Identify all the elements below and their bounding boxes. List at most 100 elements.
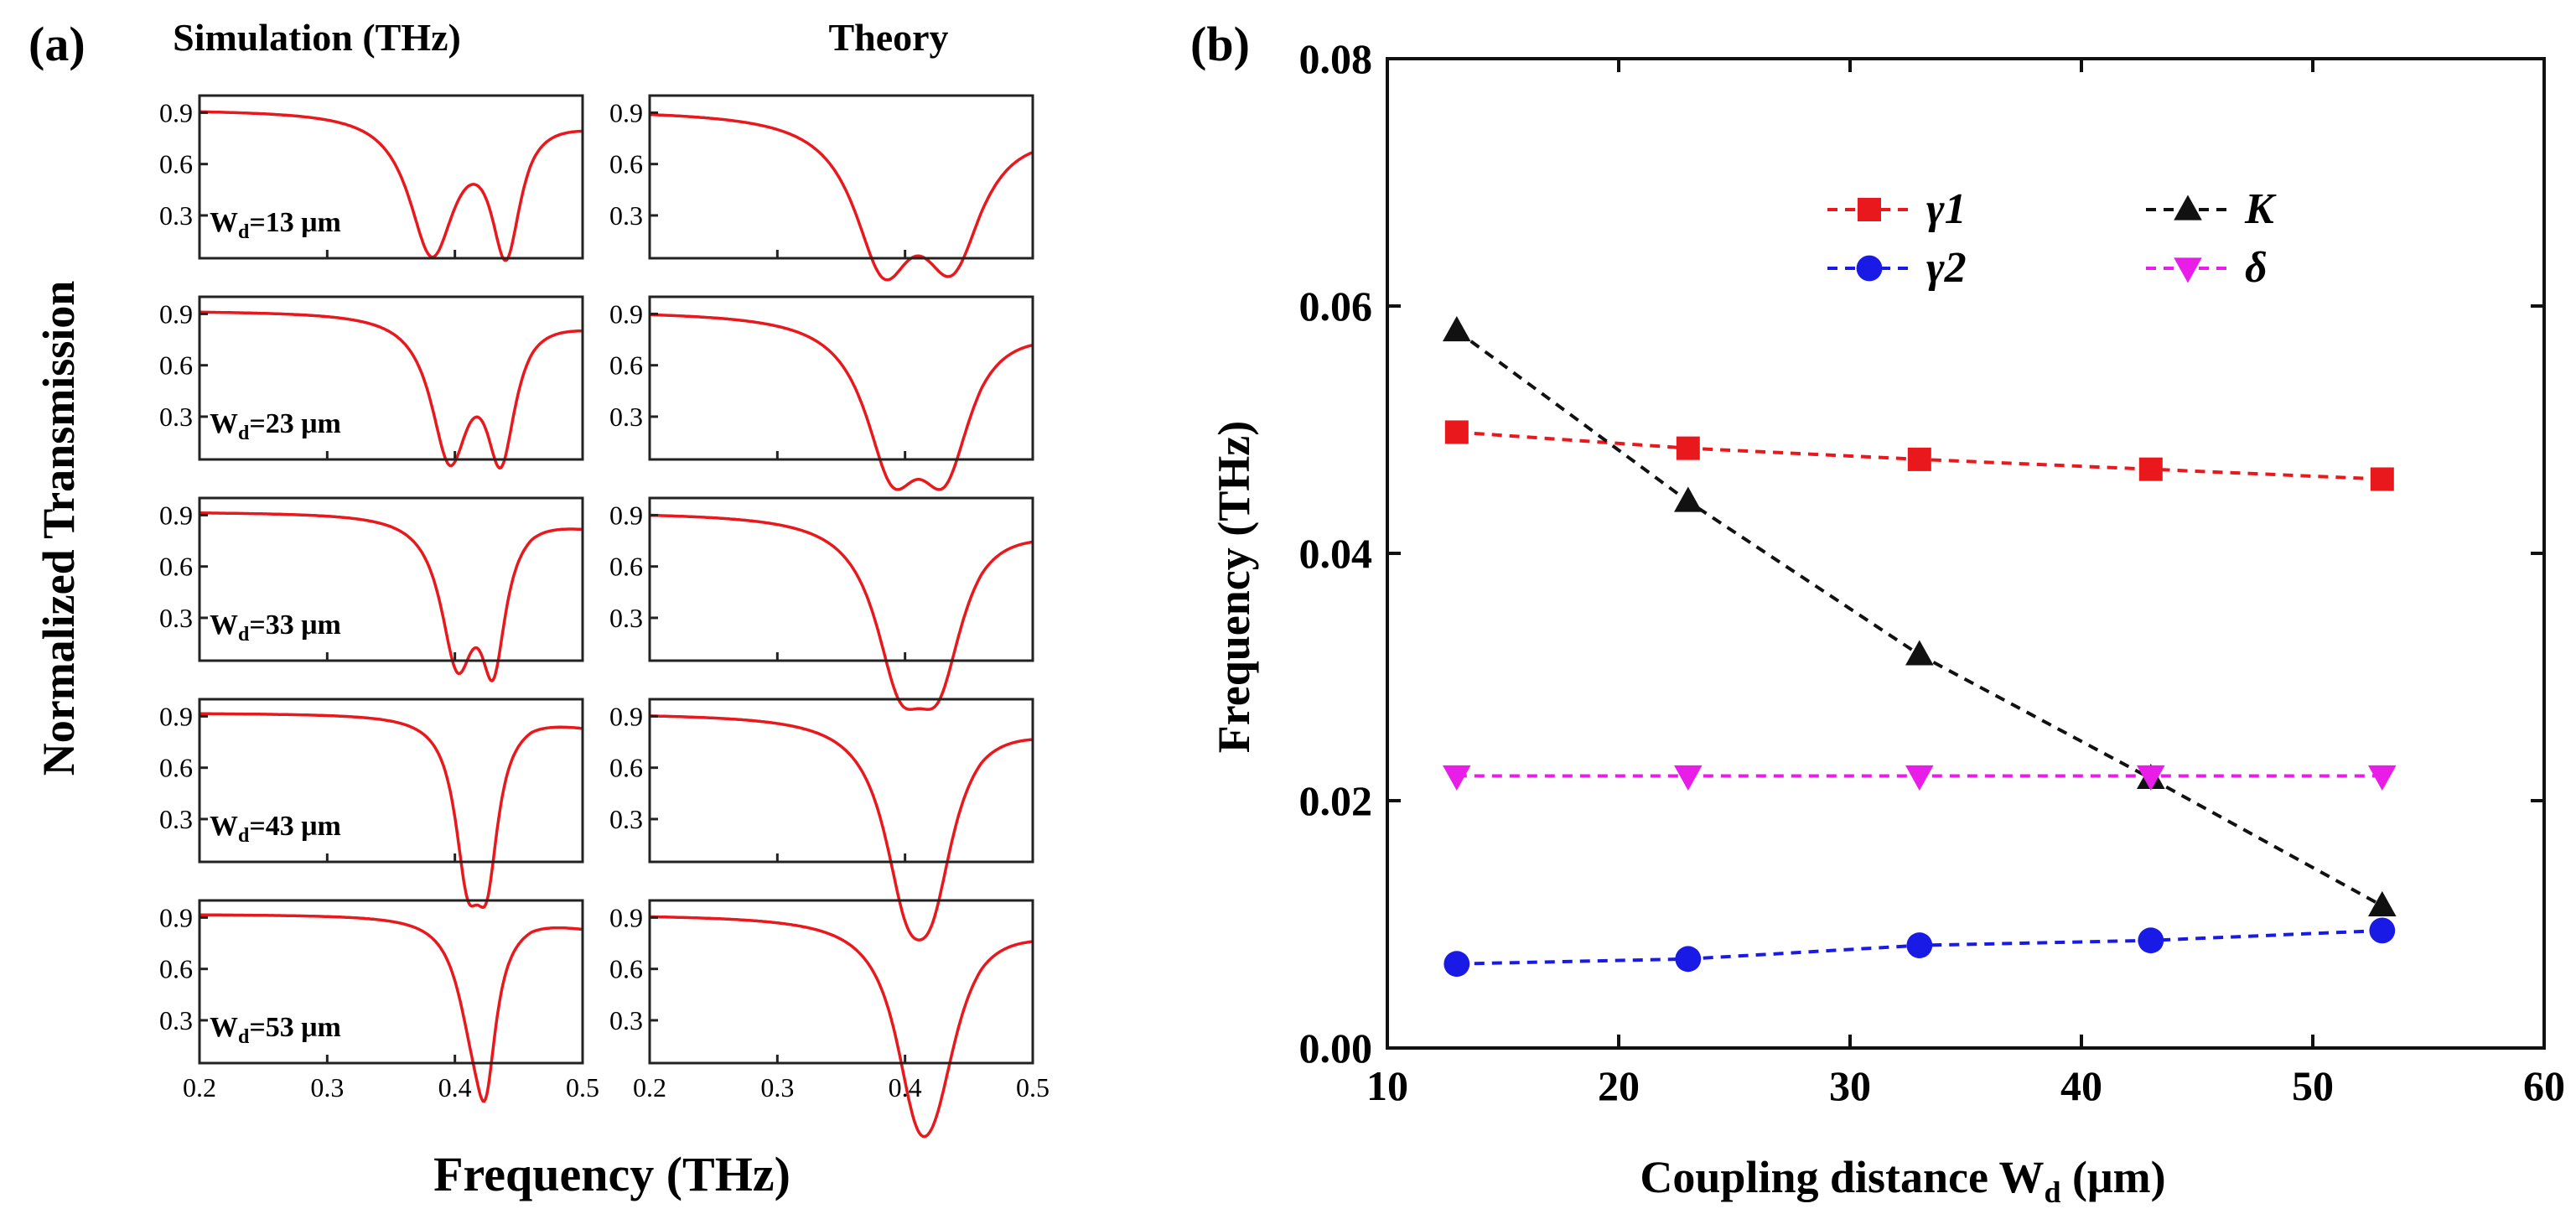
data-point-triangle-up <box>1443 316 1471 342</box>
y-tick-label: 0.6 <box>609 350 643 381</box>
legend-marker-triangle-up <box>2174 195 2202 220</box>
theory-subplot: 0.9 0.6 0.3 <box>609 899 1034 1139</box>
simulation-plot-frame <box>198 496 584 662</box>
legend-label: δ <box>2245 244 2268 292</box>
theory-plot-frame <box>648 496 1034 662</box>
x-tick-label: 20 <box>1598 1062 1640 1109</box>
legend-label: K <box>2244 185 2277 233</box>
wd-label-sub: d <box>238 624 250 646</box>
wd-label-sub: d <box>238 221 250 243</box>
y-tick-label: 0.3 <box>159 1005 193 1035</box>
panel-b-x-axis-label-main: Coupling distance W <box>1640 1152 2044 1202</box>
x-tick-label: 0.2 <box>633 1072 666 1102</box>
wd-label-value: =13 μm <box>249 207 340 238</box>
data-point-square <box>1444 420 1469 444</box>
theory-column-title: Theory <box>828 16 948 59</box>
series-line-triangle-up <box>1455 329 2383 908</box>
data-point-triangle-down <box>1674 765 1703 791</box>
y-tick-label: 0.9 <box>159 500 193 530</box>
simulation-plot-frame <box>198 698 584 864</box>
y-tick-label: 0.6 <box>159 954 193 984</box>
data-point-circle <box>1906 932 1933 958</box>
y-tick-label: 0.6 <box>159 350 193 381</box>
x-tick-label: 40 <box>2060 1062 2102 1109</box>
data-point-triangle-down <box>1443 765 1471 791</box>
y-tick-label: 0.6 <box>159 149 193 179</box>
theory-transmission-curve <box>649 915 1034 1139</box>
data-point-square <box>2138 457 2163 481</box>
legend-entry: K <box>2146 185 2277 233</box>
wd-label: Wd=43 μm <box>210 811 341 847</box>
y-tick-label: 0.6 <box>159 552 193 582</box>
x-tick-label: 0.2 <box>183 1072 216 1102</box>
panel-a-label: (a) <box>29 17 86 71</box>
y-tick-label: 0.08 <box>1299 35 1373 82</box>
theory-subplot: 0.9 0.6 0.3 <box>609 496 1034 711</box>
theory-transmission-curve <box>650 112 1034 282</box>
y-tick-label: 0.6 <box>609 753 643 783</box>
panel-b-x-axis-label: Coupling distance Wd (μm) <box>1640 1152 2165 1209</box>
wd-label: Wd=23 μm <box>210 408 341 444</box>
panel-a-x-axis-label: Frequency (THz) <box>433 1147 790 1201</box>
legend-label: γ1 <box>1926 185 1967 233</box>
wd-label: Wd=53 μm <box>210 1012 341 1048</box>
x-tick-label: 0.5 <box>1016 1072 1050 1102</box>
panel-b-x-axis-label-sub: d <box>2045 1175 2061 1209</box>
data-point-square <box>2370 467 2394 491</box>
y-tick-label: 0.9 <box>159 701 193 731</box>
simulation-subplot: 0.9 0.6 0.3 Wd=33 μm <box>159 496 584 683</box>
data-point-triangle-up <box>1674 486 1703 512</box>
legend-entry: δ <box>2146 244 2268 292</box>
x-tick-label: 60 <box>2523 1062 2565 1109</box>
simulation-plot-frame <box>198 94 584 260</box>
theory-transmission-curve <box>650 313 1034 491</box>
panel-a-plots: 0.90.60.3 Wd=13 μm0.90.60.3 Wd=23 μm0.90.6… <box>159 94 1050 1139</box>
wd-label-w: W <box>210 408 238 439</box>
y-tick-label: 0.9 <box>609 97 643 127</box>
simulation-column-title: Simulation (THz) <box>173 16 461 59</box>
y-tick-label: 0.9 <box>609 902 643 932</box>
y-tick-label: 0.3 <box>609 402 643 432</box>
panel-b-label: (b) <box>1190 17 1250 71</box>
x-tick-label: 0.4 <box>438 1072 472 1102</box>
legend-marker-triangle-down <box>2174 257 2202 283</box>
y-tick-label: 0.6 <box>159 753 193 783</box>
simulation-transmission-curve <box>200 913 583 1103</box>
legend-label: γ2 <box>1926 244 1967 292</box>
x-tick-label: 10 <box>1366 1062 1408 1109</box>
x-tick-label: 0.5 <box>566 1072 599 1102</box>
y-tick-label: 0.3 <box>159 402 193 432</box>
data-point-triangle-down <box>2368 765 2397 791</box>
y-tick-label: 0.3 <box>609 603 643 633</box>
y-tick-label: 0.6 <box>609 149 643 179</box>
y-tick-label: 0.9 <box>609 701 643 731</box>
y-tick-label: 0.3 <box>609 200 643 231</box>
panel-a-y-axis-label: Normalized Transmission <box>34 281 84 776</box>
y-tick-label: 0.3 <box>159 804 193 834</box>
data-point-square <box>1676 436 1700 460</box>
simulation-subplot: 0.9 0.6 0.3 Wd=13 μm <box>159 94 584 262</box>
data-point-circle <box>1675 946 1702 973</box>
simulation-subplot: 0.9 0.6 0.3 Wd=23 μm <box>159 295 584 470</box>
theory-plot-frame <box>648 698 1034 864</box>
data-point-triangle-up <box>1905 640 1934 666</box>
wd-label-w: W <box>210 811 238 842</box>
theory-plot-frame <box>648 899 1034 1065</box>
x-tick-label: 50 <box>2292 1062 2334 1109</box>
y-tick-label: 0.9 <box>159 298 193 329</box>
simulation-transmission-curve <box>200 511 583 683</box>
data-point-triangle-up <box>2368 890 2397 916</box>
legend-marker-circle <box>1856 255 1883 282</box>
wd-label-value: =43 μm <box>249 811 340 842</box>
simulation-transmission-curve <box>200 110 583 262</box>
simulation-transmission-curve <box>200 712 583 910</box>
data-point-circle <box>1443 951 1470 978</box>
wd-label-sub: d <box>238 423 250 444</box>
wd-label-value: =53 μm <box>249 1012 340 1043</box>
x-tick-label: 0.4 <box>889 1072 922 1102</box>
data-point-circle <box>2138 927 2164 954</box>
legend-entry: γ1 <box>1827 185 1967 233</box>
data-point-circle <box>2369 917 2396 944</box>
simulation-subplot: 0.9 0.6 0.3 Wd=53 μm <box>159 899 584 1103</box>
panel-b-y-axis-label: Frequency (THz) <box>1209 421 1259 753</box>
